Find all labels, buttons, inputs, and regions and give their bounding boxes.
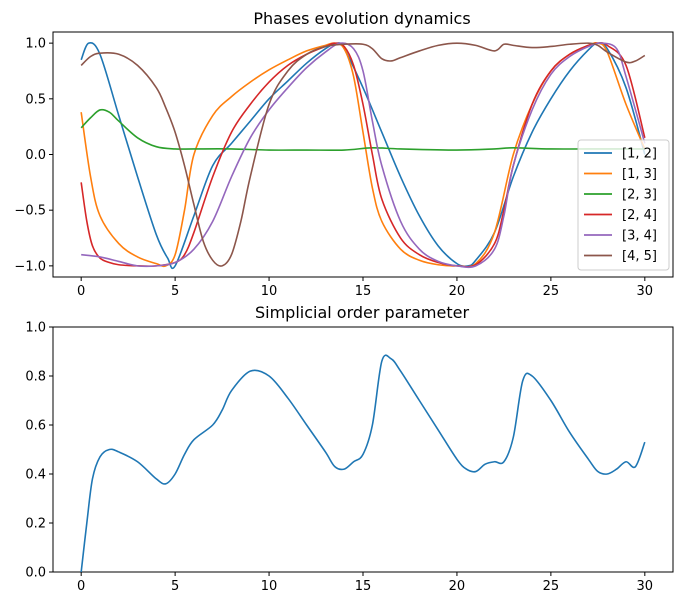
- legend-label: [1, 2]: [622, 147, 657, 162]
- phases-xtick-label: 25: [543, 284, 560, 299]
- order-parameter-ytick-label: 0.8: [25, 370, 46, 385]
- order-parameter-ytick-label: 1.0: [25, 321, 46, 336]
- phases-series-line-4: [80, 42, 646, 268]
- phases-series-line-5: [81, 42, 646, 269]
- phases-series-line-1: [80, 41, 646, 270]
- order-parameter-subplot: Simplicial order parameter 0 5 10 15 20 25 300…: [25, 303, 674, 595]
- phases-xtick-label: 0: [77, 284, 85, 299]
- order-parameter-axis-ticks: 0 5 10 15 20 25 30 0.0 0.2 0.4 0.6 0.8 1.0: [25, 321, 653, 595]
- order-parameter-ytick-label: 0.0: [25, 566, 46, 581]
- order-parameter-ytick-label: 0.2: [25, 517, 46, 532]
- phases-series-group: [80, 41, 646, 270]
- phases-xtick-label: 5: [171, 284, 179, 299]
- order-parameter-xtick-label: 10: [261, 579, 278, 594]
- phases-title: Phases evolution dynamics: [253, 9, 470, 28]
- legend-label: [2, 3]: [622, 188, 657, 203]
- phases-xtick-label: 15: [355, 284, 372, 299]
- phases-series-line-2: [80, 41, 646, 268]
- order-parameter-xtick-label: 25: [543, 579, 560, 594]
- phases-ytick-label: 0.5: [25, 92, 46, 107]
- legend-label: [4, 5]: [622, 249, 657, 264]
- phases-legend: [1, 2] [1, 3] [2, 3] [2, 4] [3, 4] [4, 5]: [577, 139, 670, 271]
- legend-label: [1, 3]: [622, 167, 657, 182]
- phases-ytick-label: 1.0: [25, 37, 46, 52]
- order-parameter-series-group: [80, 354, 646, 573]
- phases-series-line-6: [80, 42, 646, 267]
- order-parameter-xtick-label: 15: [355, 579, 372, 594]
- legend-box: [577, 139, 670, 271]
- order-parameter-ytick-label: 0.6: [25, 419, 46, 434]
- order-parameter-xtick-label: 30: [637, 579, 654, 594]
- phases-subplot: Phases evolution dynamics 0 5 10 15 20 25 30 −1…: [14, 9, 674, 299]
- order-parameter-title: Simplicial order parameter: [255, 303, 469, 322]
- phases-ytick-label: −0.5: [14, 204, 46, 219]
- phases-series-line-3: [80, 108, 645, 152]
- phases-ytick-label: −1.0: [14, 259, 46, 274]
- phases-xtick-label: 30: [637, 284, 654, 299]
- legend-label: [3, 4]: [622, 229, 657, 244]
- legend-label: [2, 4]: [622, 208, 657, 223]
- phases-axis-ticks: 0 5 10 15 20 25 30 −1.0 −0.5 0.0 0.5 1.0: [14, 37, 653, 299]
- phases-ytick-label: 0.0: [25, 148, 46, 163]
- phases-xtick-label: 10: [261, 284, 278, 299]
- order-parameter-plot-frame: [52, 326, 674, 573]
- order-parameter-xtick-label: 20: [449, 579, 466, 594]
- order-parameter-xtick-label: 0: [77, 579, 85, 594]
- order-parameter-ytick-label: 0.4: [25, 468, 46, 483]
- phases-xtick-label: 20: [449, 284, 466, 299]
- order-parameter-xtick-label: 5: [171, 579, 179, 594]
- order-parameter-series-line-1: [80, 354, 646, 573]
